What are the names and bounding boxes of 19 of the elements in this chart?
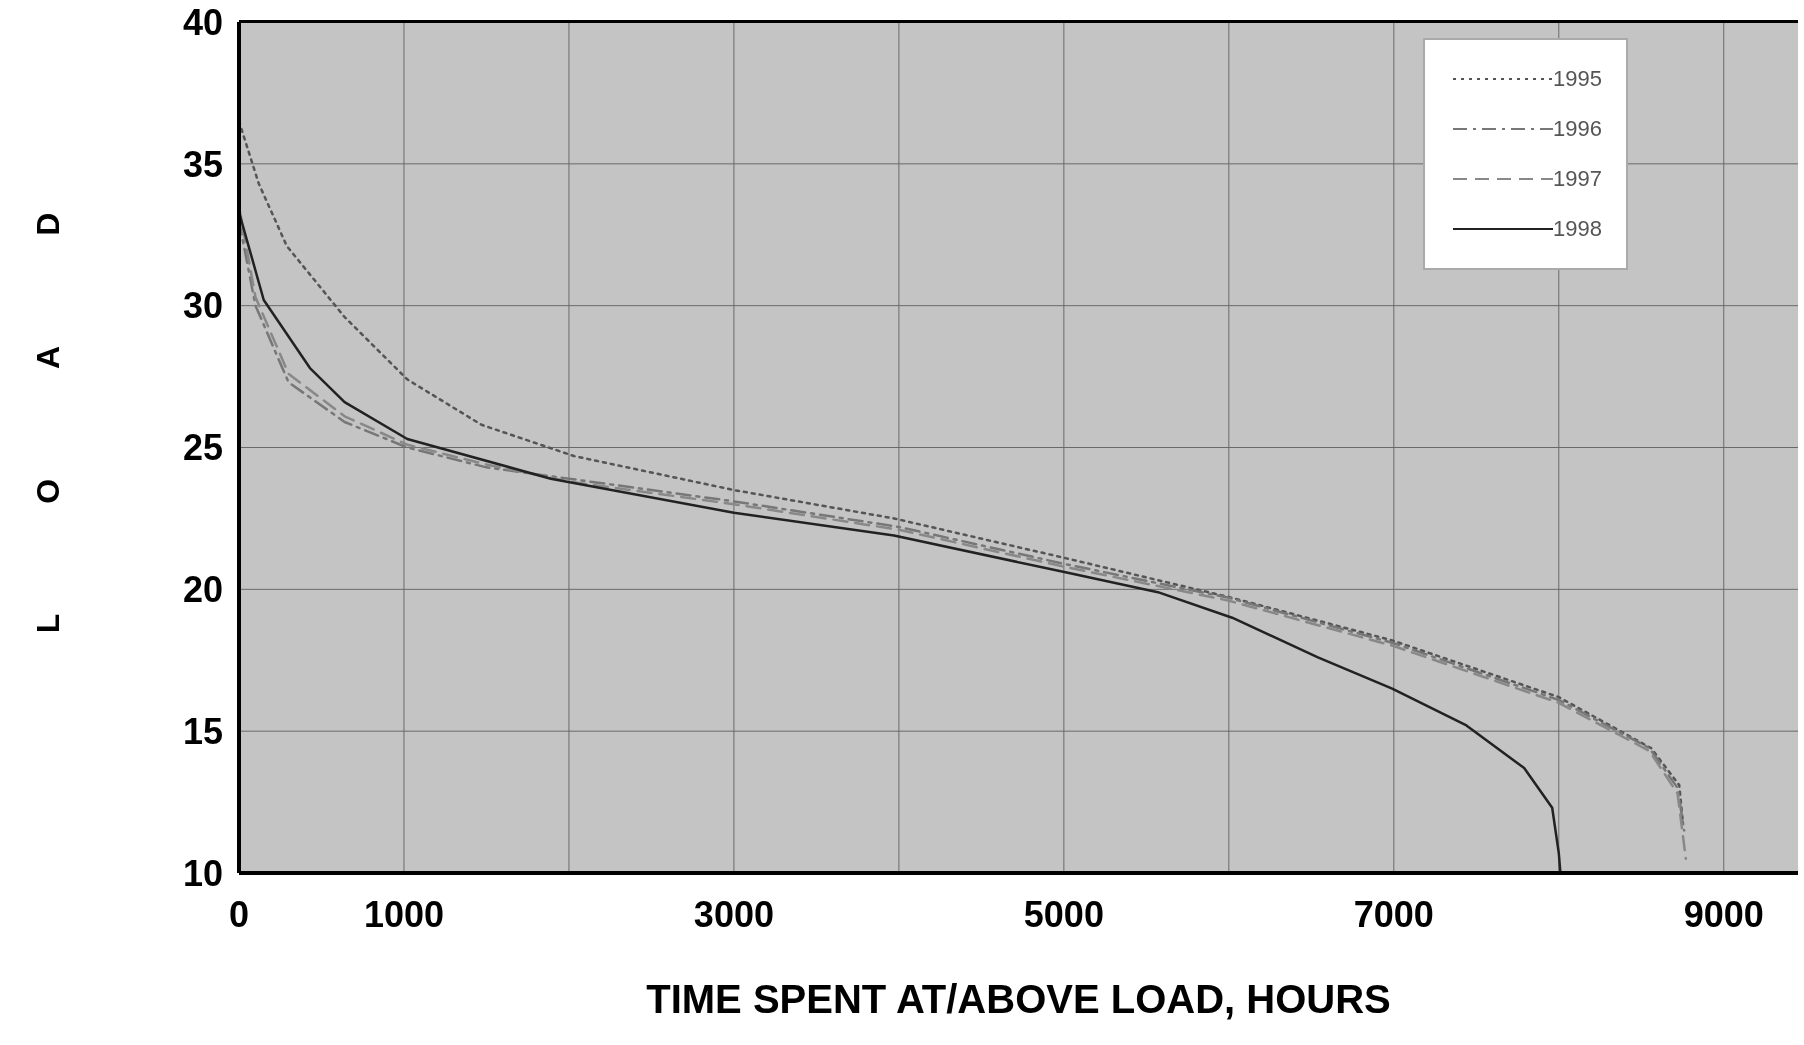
y-tick-label: 15 xyxy=(182,710,223,752)
x-tick-label: 7000 xyxy=(1353,893,1434,935)
x-tick-label: 9000 xyxy=(1683,893,1764,935)
y-tick-label: 35 xyxy=(182,143,223,185)
x-tick-label: 5000 xyxy=(1023,893,1104,935)
x-tick-label: 3000 xyxy=(693,893,774,935)
y-tick-label: 40 xyxy=(182,1,223,43)
y-tick-label: 25 xyxy=(182,427,223,469)
y-axis-title: LOAD xyxy=(30,102,66,634)
x-tick-label: 1000 xyxy=(363,893,445,935)
y-tick-label: 30 xyxy=(182,285,223,327)
legend-label: 1995 xyxy=(1553,66,1602,92)
x-tick-label: 0 xyxy=(228,893,250,935)
legend-label: 1997 xyxy=(1553,166,1602,192)
y-tick-label: 10 xyxy=(182,852,223,894)
legend-label: 1998 xyxy=(1553,216,1602,242)
y-tick-label: 20 xyxy=(182,569,223,611)
legend-label: 1996 xyxy=(1553,116,1602,142)
x-axis-title: TIME SPENT AT/ABOVE LOAD, HOURS xyxy=(646,977,1391,1021)
